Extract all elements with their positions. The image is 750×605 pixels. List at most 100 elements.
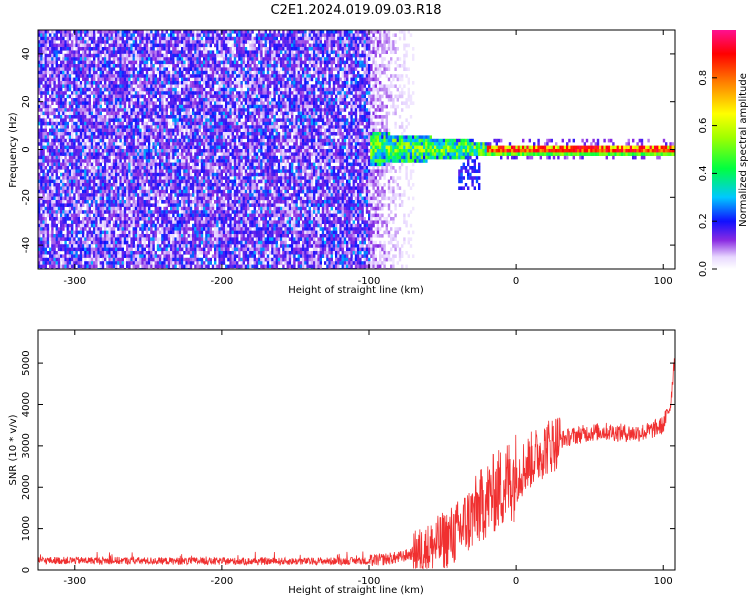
spectrogram-cell <box>119 264 122 269</box>
spectrogram-cell <box>137 43 140 48</box>
spectrogram-cell <box>99 111 102 116</box>
spectrogram-cell <box>152 50 155 54</box>
spectrogram-cell <box>189 145 193 150</box>
spectrogram-cell <box>154 206 157 211</box>
spectrogram-cell <box>62 81 65 85</box>
spectrogram-cell <box>130 53 133 58</box>
spectrogram-cell <box>86 223 89 228</box>
spectrogram-cell <box>132 183 135 187</box>
spectrogram-cell <box>163 57 166 61</box>
spectrogram-cell <box>189 254 193 258</box>
spectrogram-cell <box>79 257 83 262</box>
spectrogram-cell <box>145 162 149 167</box>
spectrogram-cell <box>73 257 76 262</box>
spectrogram-cell <box>148 67 151 71</box>
spectrogram-cell <box>97 125 100 129</box>
spectrogram-cell <box>143 50 146 54</box>
spectrogram-cell <box>123 254 127 258</box>
spectrogram-cell <box>152 74 155 78</box>
spectrogram-cell <box>68 189 72 194</box>
spectrogram-cell <box>192 183 195 187</box>
spectrogram-cell <box>60 196 63 201</box>
spectrogram-cell <box>183 98 186 102</box>
spectrogram-cell <box>86 98 89 102</box>
spectrogram-cell <box>57 193 61 197</box>
spectrogram-cell <box>49 247 52 252</box>
spectrogram-cell <box>86 118 89 122</box>
spectrogram-cell <box>130 247 133 252</box>
spectrogram-cell <box>200 230 204 235</box>
spectrogram-cell <box>49 257 52 262</box>
spectrogram-cell <box>57 206 61 211</box>
spectrogram-cell <box>90 234 94 238</box>
spectrogram-cell <box>181 115 184 119</box>
spectrogram-cell <box>73 128 76 133</box>
spectrogram-cell <box>148 223 151 228</box>
spectrogram-cell <box>112 74 116 78</box>
spectrogram-cell <box>119 125 122 129</box>
spectrogram-cell <box>75 257 78 262</box>
spectrogram-cell <box>126 30 129 34</box>
spectrogram-cell <box>119 132 122 136</box>
spectrogram-cell <box>152 57 155 61</box>
spectrogram-cell <box>185 108 188 112</box>
spectrogram-cell <box>139 40 142 44</box>
spectrogram-cell <box>163 87 166 92</box>
spectrogram-cell <box>185 70 188 75</box>
spectrogram-cell <box>86 166 89 170</box>
spectrogram-cell <box>77 217 80 221</box>
spectrogram-cell <box>104 30 107 34</box>
spectrogram-cell <box>60 81 63 85</box>
spectrogram-cell <box>49 237 52 241</box>
spectrogram-cell <box>174 104 177 109</box>
spectrogram-cell <box>176 104 179 109</box>
spectrogram-cell <box>55 128 58 133</box>
spectrogram-cell <box>194 257 197 262</box>
spectrogram-cell <box>112 220 116 224</box>
spectrogram-cell <box>123 33 127 37</box>
spectrogram-cell <box>163 125 166 129</box>
spectrogram-cell <box>57 200 61 204</box>
spectrogram-cell <box>176 220 179 224</box>
spectrogram-cell <box>194 142 197 146</box>
spectrogram-cell <box>62 60 65 65</box>
spectrogram-cell <box>137 91 140 95</box>
spectrogram-cell <box>51 40 54 44</box>
spectrogram-cell <box>183 257 186 262</box>
spectrogram-cell <box>110 50 113 54</box>
spectrogram-cell <box>68 196 72 201</box>
spectrogram-cell <box>167 213 171 218</box>
spectrogram-cell <box>44 104 47 109</box>
spectrogram-cell <box>49 70 52 75</box>
spectrogram-cell <box>51 138 54 143</box>
spectrogram-cell <box>203 206 206 211</box>
spectrogram-cell <box>44 84 47 88</box>
spectrogram-cell <box>137 234 140 238</box>
spectrogram-cell <box>196 101 199 105</box>
spectrogram-cell <box>165 91 168 95</box>
spectrogram-cell <box>178 152 182 156</box>
spectrogram-cell <box>110 91 113 95</box>
spectrogram-cell <box>178 254 182 258</box>
spectrogram-cell <box>95 30 98 34</box>
spectrogram-cell <box>126 128 129 133</box>
spectrogram-cell <box>53 223 56 228</box>
spectrogram-cell <box>163 77 166 82</box>
spectrogram-cell <box>196 104 199 109</box>
spectrogram-cell <box>192 159 195 163</box>
spectrogram-cell <box>99 125 102 129</box>
spectrogram-cell <box>64 254 67 258</box>
spectrogram-cell <box>79 33 83 37</box>
spectrogram-cell <box>141 67 144 71</box>
spectrogram-cell <box>57 47 61 51</box>
spectrogram-cell <box>203 152 206 156</box>
spectrogram-cell <box>161 101 164 105</box>
spectrogram-cell <box>145 60 149 65</box>
spectrogram-cell <box>117 223 120 228</box>
spectrogram-cell <box>181 237 184 241</box>
spectrogram-cell <box>40 186 43 190</box>
spectrogram-cell <box>165 186 168 190</box>
spectrogram-cell <box>71 169 74 173</box>
spectrogram-cell <box>178 223 182 228</box>
spectrogram-cell <box>194 179 197 184</box>
